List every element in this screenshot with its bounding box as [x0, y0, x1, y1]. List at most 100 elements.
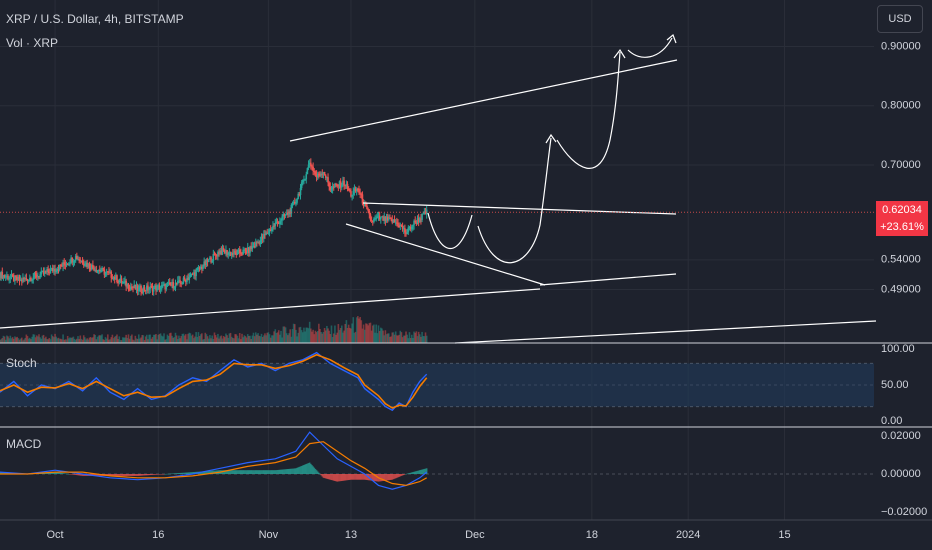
volume-bar [215, 337, 218, 343]
volume-bar [257, 333, 259, 343]
volume-bar [129, 335, 132, 343]
candle-body [157, 285, 160, 287]
candle-body [121, 282, 124, 284]
candle-body [297, 193, 300, 199]
macd-histogram-bar [248, 470, 250, 474]
candle-body [225, 250, 227, 254]
candle-body [246, 247, 249, 254]
macd-histogram-bar [332, 474, 335, 481]
volume-bar [244, 336, 247, 343]
candle-body [339, 181, 342, 188]
candle-body [335, 183, 337, 185]
candle-body [152, 287, 155, 292]
time-tick-label: Nov [259, 529, 279, 541]
triangle-bottom-line [345, 223, 546, 286]
volume-bar [217, 333, 219, 343]
volume-bar [386, 333, 389, 343]
volume-bar [17, 338, 20, 343]
volume-bar [77, 336, 79, 343]
candle-body [264, 234, 266, 236]
volume-bar [147, 339, 149, 343]
candle-body [23, 278, 25, 280]
candle-body [191, 273, 194, 275]
volume-bar [31, 336, 33, 343]
volume-bar [376, 333, 379, 343]
candle-body [211, 260, 213, 263]
macd-histogram-bar [353, 474, 356, 480]
volume-bar [287, 335, 289, 343]
macd-tick-label: 0.00000 [881, 468, 921, 480]
candle-body [265, 232, 267, 235]
macd-histogram-bar [118, 474, 121, 476]
macd-histogram-bar [59, 472, 62, 474]
macd-histogram-bar [150, 474, 153, 475]
lower-channel-line [539, 273, 677, 286]
candle-body [280, 220, 282, 222]
candle-body [136, 285, 139, 292]
macd-histogram-bar [193, 472, 195, 474]
volume-bar [23, 339, 25, 343]
macd-histogram-bar [384, 474, 387, 481]
macd-tick-label: 0.02000 [881, 430, 921, 442]
candle-body [158, 285, 161, 290]
candle-body [135, 285, 138, 290]
macd-histogram-bar [413, 471, 415, 474]
volume-bar [29, 337, 31, 343]
candle-body [2, 275, 5, 279]
macd-histogram-bar [315, 470, 318, 474]
candle-body [375, 218, 378, 220]
macd-histogram-bar [179, 472, 181, 474]
candle-body [234, 251, 236, 253]
volume-bar [370, 330, 373, 343]
candle-body [377, 215, 380, 217]
volume-bar [306, 327, 309, 343]
currency-button[interactable]: USD [877, 5, 923, 33]
volume-bar [41, 335, 44, 343]
candle-body [129, 286, 132, 290]
volume-bar [230, 336, 233, 343]
macd-histogram-bar [125, 474, 127, 476]
candle-body [146, 285, 148, 291]
candle-body [127, 283, 130, 289]
volume-bar [297, 332, 300, 343]
candle-body [186, 278, 188, 283]
candle-body [266, 232, 269, 234]
volume-legend: Vol · XRP [6, 36, 59, 50]
macd-histogram-bar [253, 470, 256, 474]
macd-histogram-bar [234, 470, 236, 474]
macd-histogram-bar [300, 465, 303, 474]
candle-body [305, 174, 308, 180]
macd-histogram-bar [246, 470, 249, 474]
candle-body [139, 285, 141, 288]
volume-bar [146, 334, 148, 343]
candle-body [160, 285, 163, 288]
macd-histogram-bar [334, 474, 336, 481]
candle-body [116, 275, 118, 283]
volume-bar [206, 336, 209, 343]
candle-body [181, 282, 184, 284]
candle-body [120, 278, 123, 284]
macd-histogram-bar [241, 470, 243, 474]
candle-body [62, 262, 64, 267]
macd-histogram-bar [63, 473, 66, 474]
triangle-top-line [362, 202, 677, 215]
volume-bar [261, 337, 264, 343]
macd-histogram-bar [155, 474, 157, 475]
volume-bar [422, 336, 425, 343]
volume-bar [273, 331, 275, 343]
volume-bar [133, 340, 135, 343]
candle-body [328, 182, 330, 187]
stoch-tick-label: 0.00 [881, 415, 902, 427]
candle-body [388, 217, 390, 220]
candle-body [143, 287, 146, 291]
volume-bar [327, 328, 329, 343]
volume-bar [415, 331, 418, 343]
volume-bar [363, 329, 366, 343]
macd-histogram-bar [222, 470, 225, 474]
volume-bar [299, 326, 302, 343]
macd-histogram-bar [405, 474, 407, 475]
macd-histogram-bar [371, 474, 374, 481]
macd-histogram-bar [124, 474, 126, 476]
macd-tick-label: −0.02000 [881, 506, 927, 518]
